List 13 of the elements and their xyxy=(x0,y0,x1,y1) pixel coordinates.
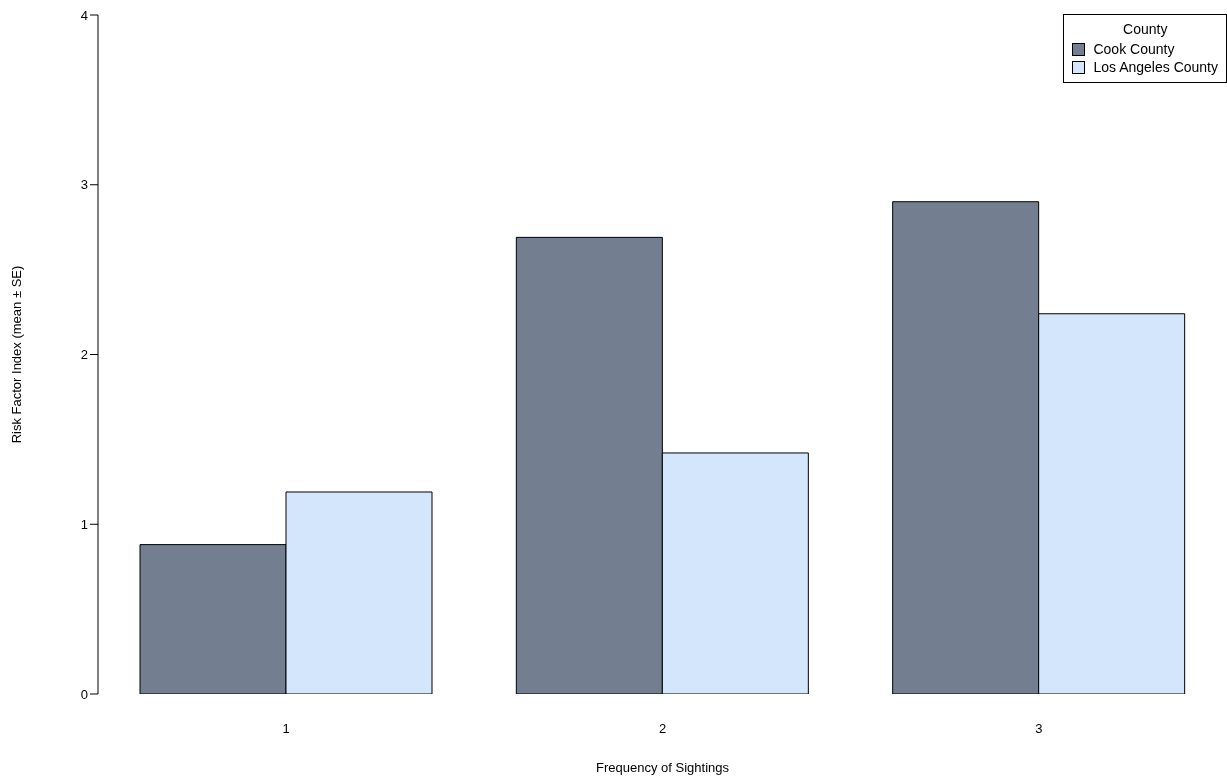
y-tick-label: 3 xyxy=(80,177,88,193)
x-tick-label: 3 xyxy=(1035,721,1043,737)
legend-label: Cook County xyxy=(1093,40,1175,58)
x-tick-label: 2 xyxy=(658,721,667,737)
legend-label: Los Angeles County xyxy=(1093,58,1218,76)
y-tick-label: 0 xyxy=(80,686,88,702)
y-tick-label: 4 xyxy=(80,7,88,23)
y-axis-title: Risk Factor Index (mean ± SE) xyxy=(8,265,24,444)
legend-title: County xyxy=(1122,21,1169,37)
x-axis-title: Frequency of Sightings xyxy=(596,760,730,775)
y-tick-label: 2 xyxy=(80,347,88,363)
y-tick-label: 1 xyxy=(80,516,88,532)
x-tick-label: 1 xyxy=(282,721,290,737)
